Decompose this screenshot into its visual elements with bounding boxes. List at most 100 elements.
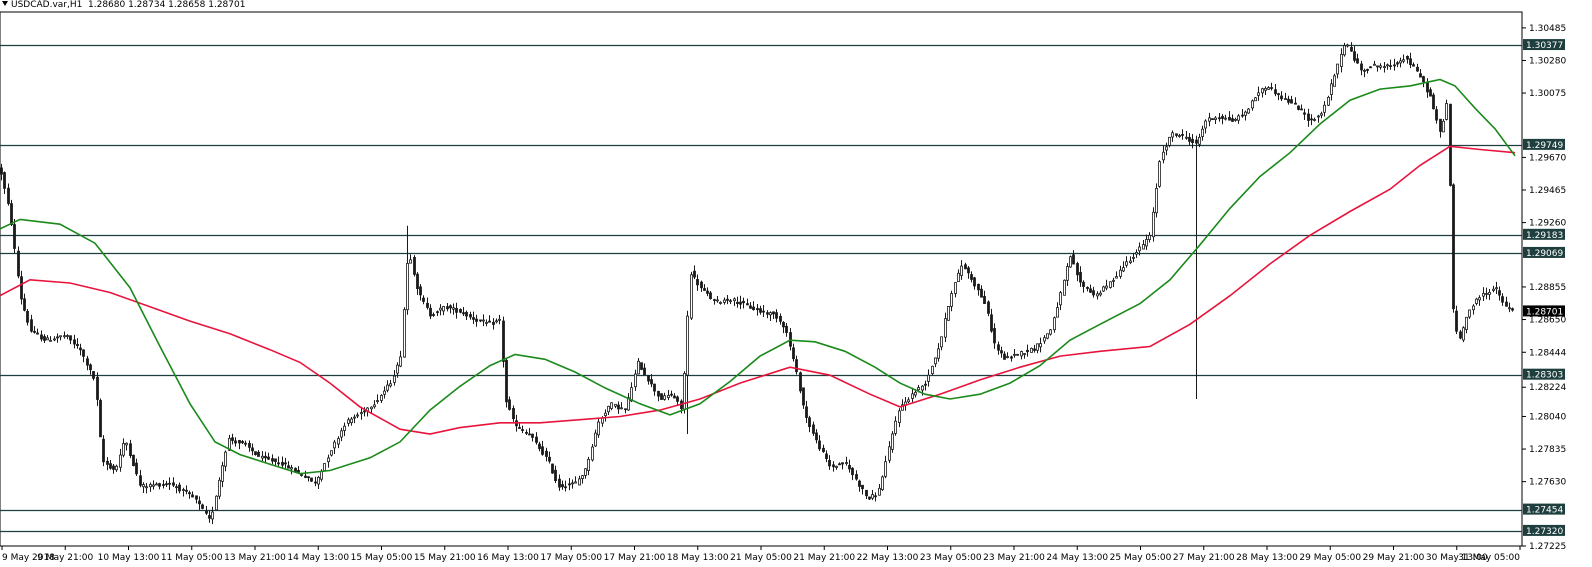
time-tick-label: 13 May 21:00 [224,553,286,563]
candle-body [845,462,848,464]
candle-body [208,515,211,519]
candle-body [736,301,739,305]
candle-body [1360,63,1363,71]
candle-body [756,308,759,311]
candle-body [1366,69,1369,71]
candle-body [340,430,343,438]
candle-body [1020,351,1023,357]
candle-body [1376,65,1379,68]
candle-body [535,436,538,443]
candle-body [700,281,703,289]
candle-body [119,454,122,468]
candle-body [0,167,3,175]
candle-body [238,439,241,444]
candle-body [393,375,396,383]
time-tick-label: 28 May 13:00 [1236,553,1298,563]
candle-body [86,358,89,366]
candle-body [1350,46,1353,52]
candle-body [1053,317,1056,331]
candle-body [1495,287,1498,290]
time-tick-label: 27 May 21:00 [1173,553,1235,563]
candle-body [1228,116,1231,121]
candle-body [495,320,498,323]
candle-body [1016,353,1019,356]
level-price-label: 1.29069 [1526,249,1563,259]
candle-body [215,495,218,511]
candle-body [749,305,752,309]
price-tick-label: 1.30280 [1529,56,1566,66]
candle-body [168,482,171,485]
candle-body [426,302,429,308]
candle-body [7,187,10,204]
level-price-label: 1.29749 [1526,141,1563,151]
candle-body [165,483,168,486]
candle-body [653,383,656,392]
candle-body [785,325,788,333]
candle-body [389,383,392,387]
candle-body [307,476,310,479]
candle-body [1003,353,1006,360]
candle-body [1214,117,1217,120]
candle-body [46,337,49,341]
candle-body [1089,288,1092,293]
candle-body [106,460,109,465]
candle-body [465,311,468,317]
candle-body [82,349,85,357]
candle-body [1049,329,1052,335]
candle-body [888,446,891,461]
candle-body [337,438,340,445]
candle-body [439,307,442,311]
candle-body [432,314,435,316]
candle-body [1270,87,1273,89]
candle-body [23,298,26,311]
candle-body [1284,98,1287,100]
candle-body [1386,64,1389,67]
price-tick-label: 1.27630 [1529,478,1566,488]
candle-body [1105,285,1108,289]
candle-body [921,385,924,391]
candle-body [954,282,957,294]
candle-body [607,405,610,413]
price-tick-label: 1.28650 [1529,316,1566,326]
level-price-label-bg [1523,138,1565,150]
candle-body [861,484,864,490]
candle-body [597,421,600,436]
level-price-label: 1.27320 [1526,527,1563,537]
candle-body [752,306,755,311]
candle-body [162,484,165,486]
candle-body [1191,138,1194,144]
candle-body [1086,286,1089,289]
candle-body [459,308,462,313]
candle-body [1294,102,1297,105]
horizontal-levels [0,44,1522,533]
candle-body [940,336,943,348]
candle-body [548,456,551,462]
candle-body [1508,307,1511,310]
time-tick-label: 23 May 05:00 [920,553,982,563]
candle-body [330,450,333,456]
candle-body [1125,261,1128,266]
price-tick-label: 1.28855 [1529,283,1566,293]
candle-body [33,330,36,333]
candle-body [983,296,986,304]
candle-body [709,292,712,300]
level-price-label-bg [1523,228,1565,240]
candle-body [865,489,868,497]
candle-body [333,441,336,449]
candle-body [1396,62,1399,65]
candle-body [594,432,597,447]
candle-body [442,306,445,312]
candle-body [1234,118,1237,121]
time-tick-label: 17 May 05:00 [540,553,602,563]
candle-body [1412,64,1415,67]
candle-body [20,276,23,300]
candle-body [251,447,254,452]
candle-body [182,489,185,491]
collapse-triangle-icon[interactable] [2,1,8,6]
candle-body [1327,96,1330,106]
candle-body [977,283,980,291]
candle-body [205,510,208,514]
price-tick-label: 1.28040 [1529,412,1566,422]
candle-body [149,484,152,488]
